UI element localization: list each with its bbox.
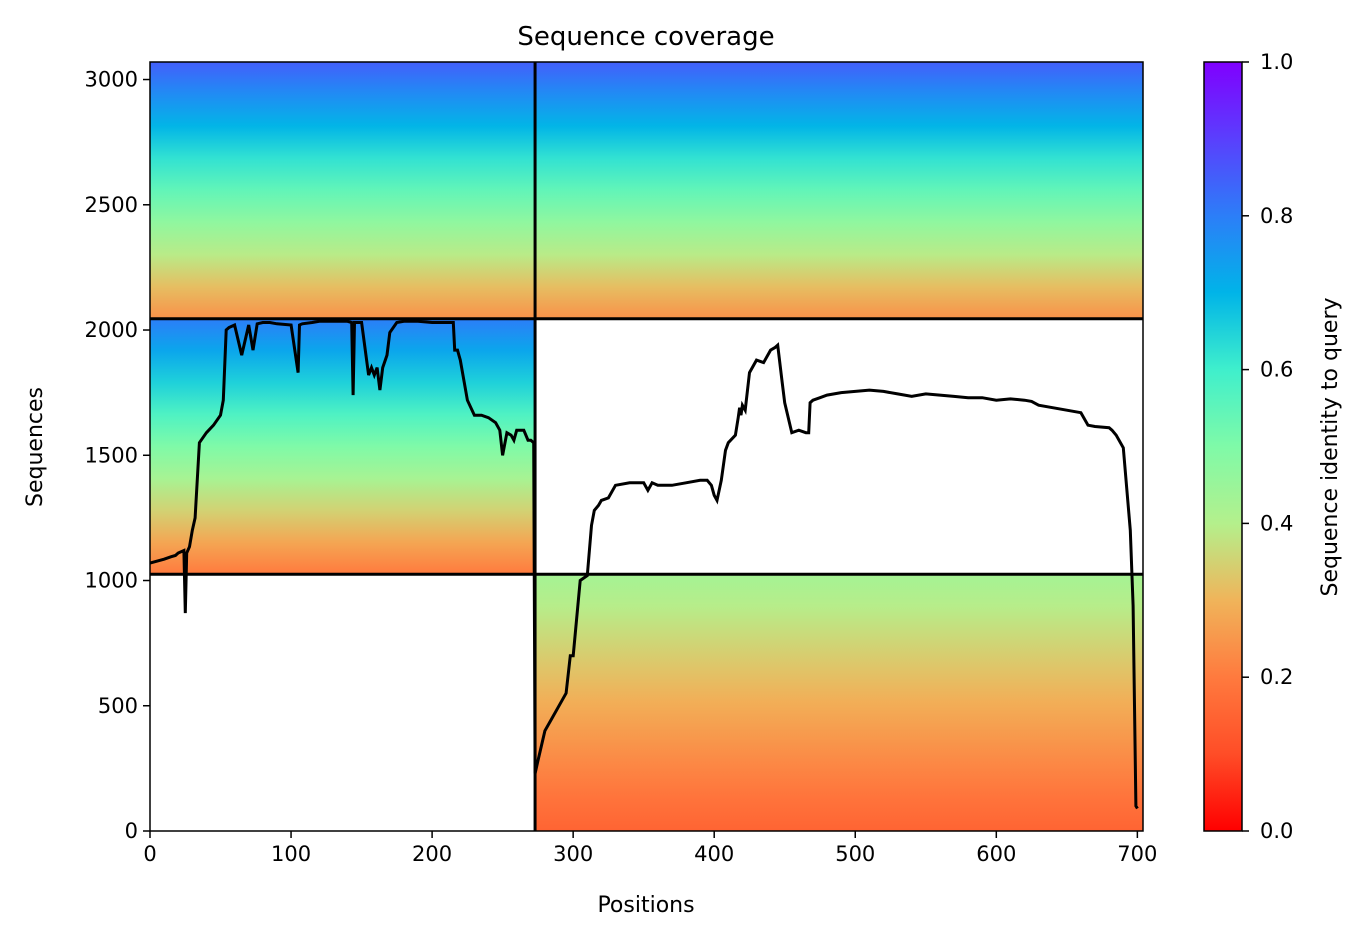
plot-area [150, 62, 1143, 831]
x-tick-label: 400 [694, 842, 734, 866]
coverage-line [150, 319, 1139, 810]
colorbar [1203, 61, 1243, 832]
x-tick-label: 300 [553, 842, 593, 866]
x-tick-label: 600 [976, 842, 1016, 866]
y-tick-label: 1000 [85, 569, 138, 593]
coverage-blocks [150, 62, 1143, 831]
y-tick-label: 1500 [85, 443, 138, 467]
block-middle-left [150, 318, 536, 575]
x-tick-label: 0 [143, 842, 156, 866]
x-tick-label: 200 [412, 842, 452, 866]
colorbar-label: Sequence identity to query [1318, 297, 1343, 596]
y-tick-label: 3000 [85, 68, 138, 92]
x-tick-label: 700 [1117, 842, 1157, 866]
colorbar-tick-label: 0.4 [1260, 511, 1293, 535]
colorbar-tick-label: 0.6 [1260, 358, 1293, 382]
x-tick-label: 100 [271, 842, 311, 866]
y-tick-label: 500 [98, 694, 138, 718]
y-tick-label: 0 [125, 819, 138, 843]
y-tick-label: 2000 [85, 318, 138, 342]
block-top-right [535, 62, 1143, 319]
y-tick-label: 2500 [85, 193, 138, 217]
x-tick-label: 500 [835, 842, 875, 866]
block-bottom-right [535, 574, 1143, 831]
colorbar-axis: 0.0 0.2 0.4 0.6 0.8 1.0 [1242, 50, 1293, 843]
chart-title: Sequence coverage [517, 22, 774, 52]
x-axis: 0 100 200 300 400 500 600 700 [143, 831, 1157, 866]
colorbar-tick-label: 0.0 [1260, 819, 1293, 843]
block-top-left [150, 62, 536, 319]
colorbar-tick-label: 0.8 [1260, 204, 1293, 228]
y-axis: 0 500 1000 1500 2000 2500 3000 [85, 68, 150, 843]
x-axis-label: Positions [597, 893, 694, 918]
y-axis-label: Sequences [23, 387, 48, 507]
plot-frame [149, 61, 1144, 832]
colorbar-tick-label: 0.2 [1260, 665, 1293, 689]
colorbar-tick-label: 1.0 [1260, 50, 1293, 74]
